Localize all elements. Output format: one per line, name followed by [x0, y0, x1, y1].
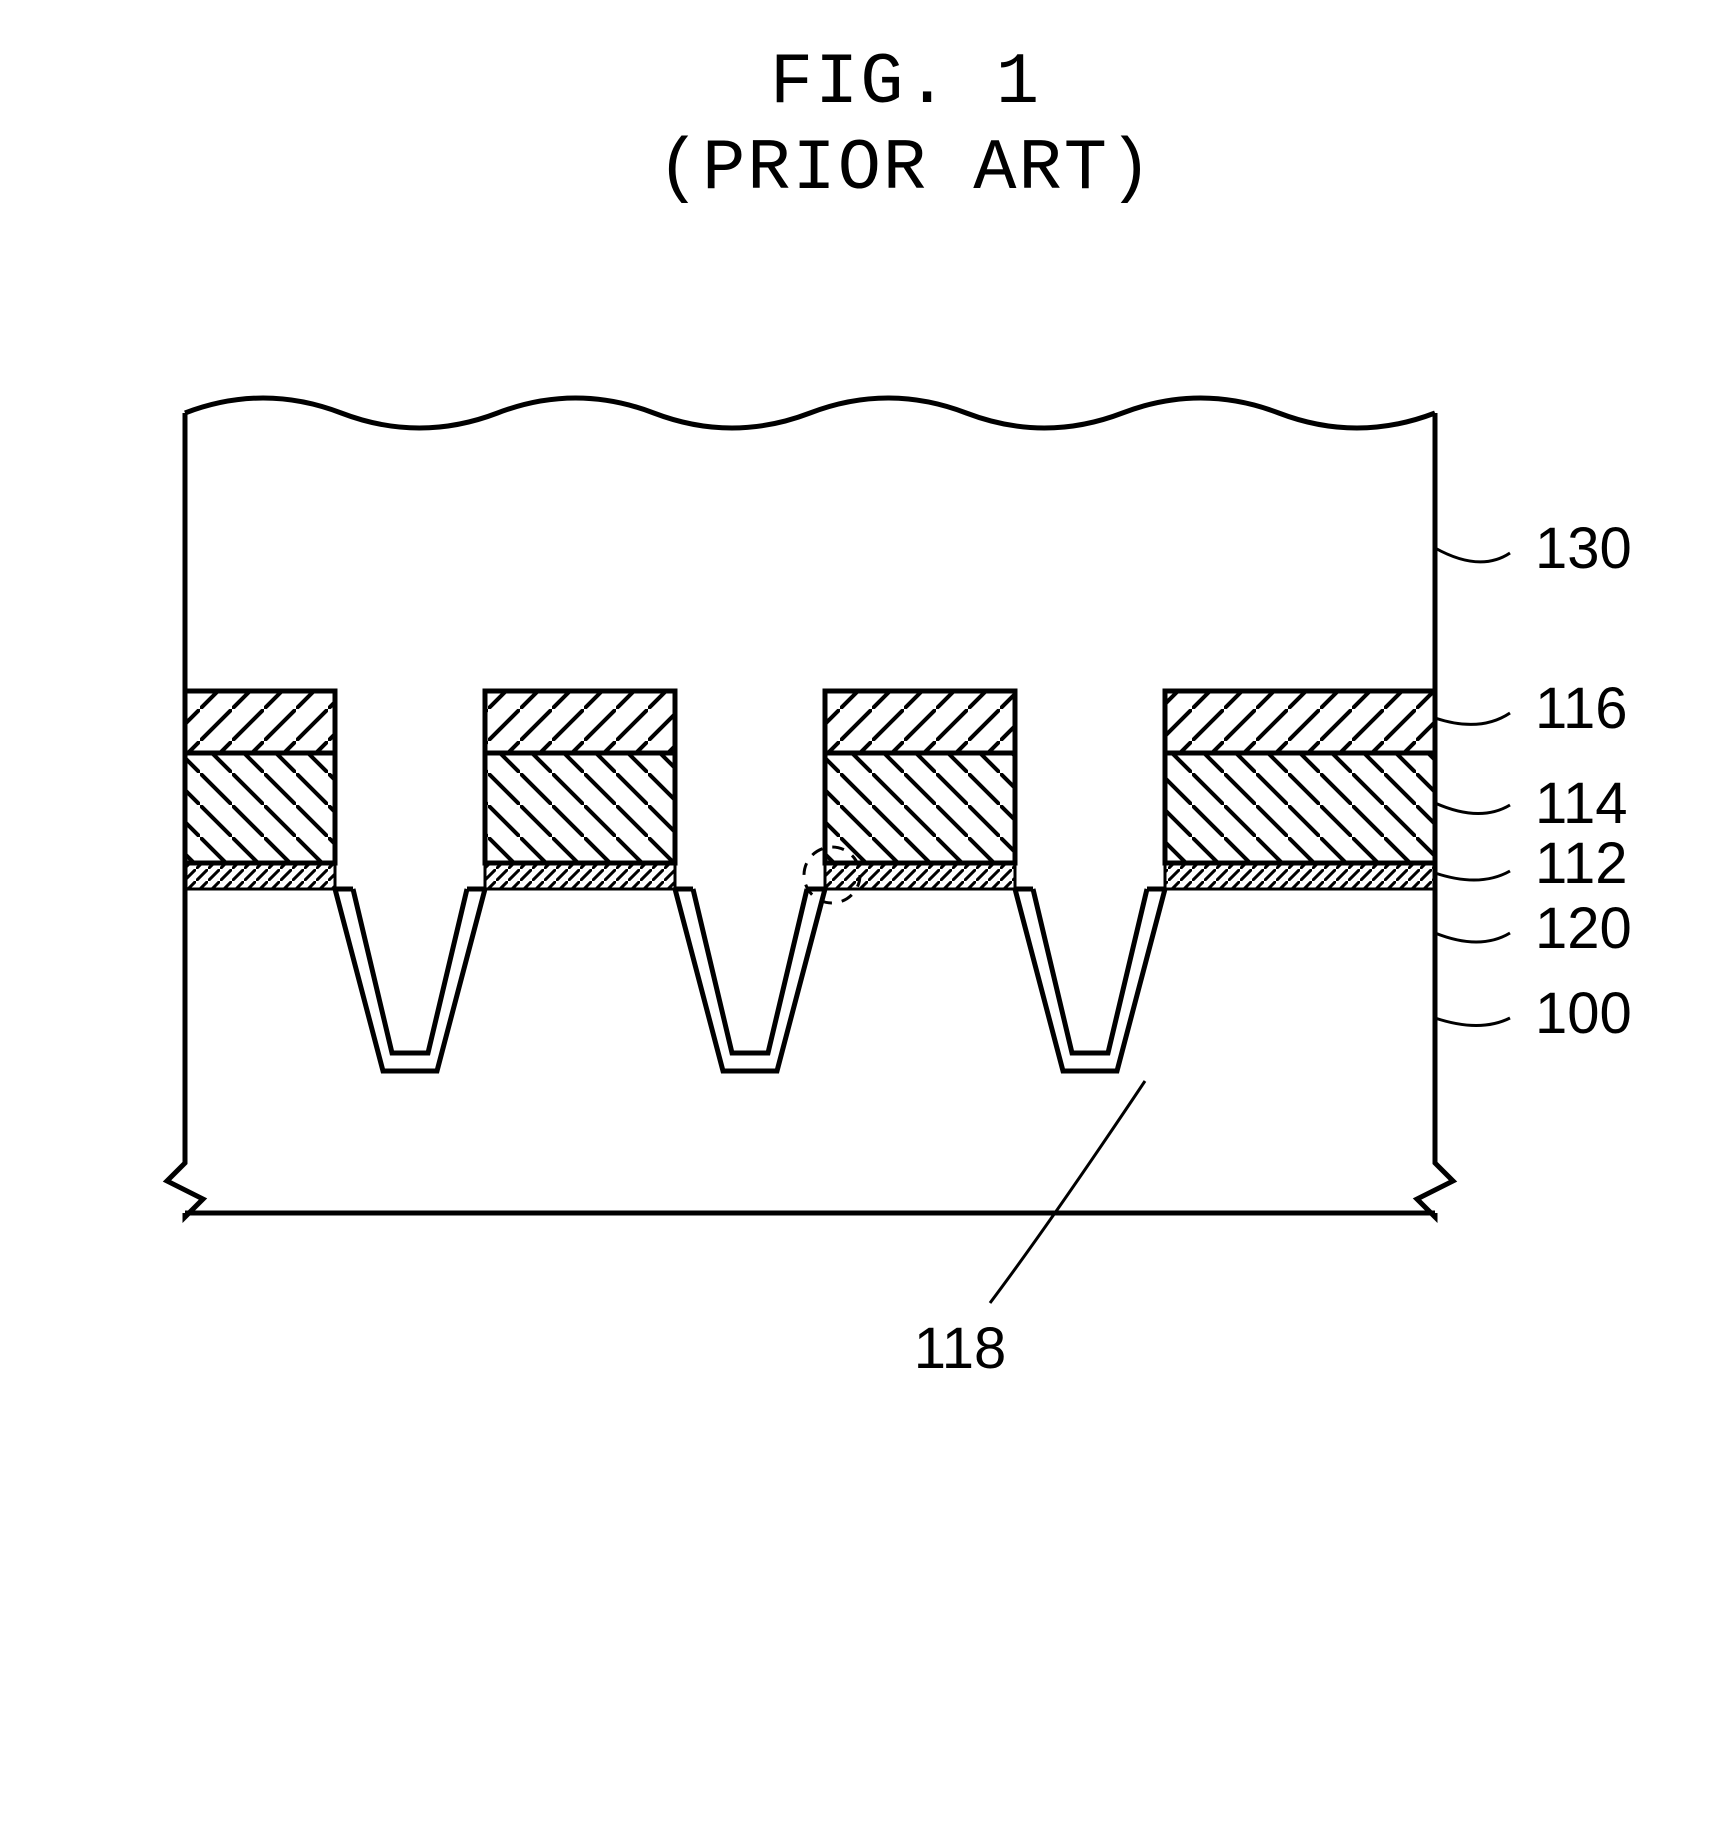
leader-l112: [1435, 871, 1510, 880]
mesa-2-layer-114: [825, 753, 1015, 863]
leader-l118: [990, 1081, 1145, 1303]
leader-l120: [1435, 933, 1510, 942]
mesa-3-layer-116: [1165, 691, 1435, 753]
mesa-3-layer-112: [1165, 863, 1435, 889]
mesa-0-layer-114: [185, 753, 335, 863]
leader-l100: [1435, 1018, 1510, 1026]
mesa-1-layer-112: [485, 863, 675, 889]
mesa-1-layer-116: [485, 691, 675, 753]
wavy-top-edge: [185, 398, 1435, 428]
figure-title: FIG. 1 (PRIOR ART): [40, 40, 1731, 213]
diagram-svg: 130 116 114112120 100 118: [40, 293, 1731, 1393]
mesa-2-layer-112: [825, 863, 1015, 889]
label-l120: 120: [1535, 896, 1632, 961]
mesa-0-layer-116: [185, 691, 335, 753]
label-l116: 116: [1535, 676, 1627, 741]
mesa-1-layer-114: [485, 753, 675, 863]
label-l112: 112: [1535, 831, 1627, 896]
mesa-3-layer-114: [1165, 753, 1435, 863]
label-l118: 118: [914, 1316, 1006, 1381]
title-line-1: FIG. 1: [40, 40, 1731, 126]
leader-l130: [1435, 548, 1510, 562]
title-line-2: (PRIOR ART): [40, 126, 1731, 212]
label-l100: 100: [1535, 981, 1632, 1046]
leader-l116: [1435, 713, 1510, 724]
label-l130: 130: [1535, 516, 1632, 581]
mesa-2-layer-116: [825, 691, 1015, 753]
cross-section-diagram: 130 116 114112120 100 118: [40, 293, 1731, 1393]
mesa-0-layer-112: [185, 863, 335, 889]
leader-l114: [1435, 803, 1510, 814]
label-l114: 114: [1535, 771, 1627, 836]
